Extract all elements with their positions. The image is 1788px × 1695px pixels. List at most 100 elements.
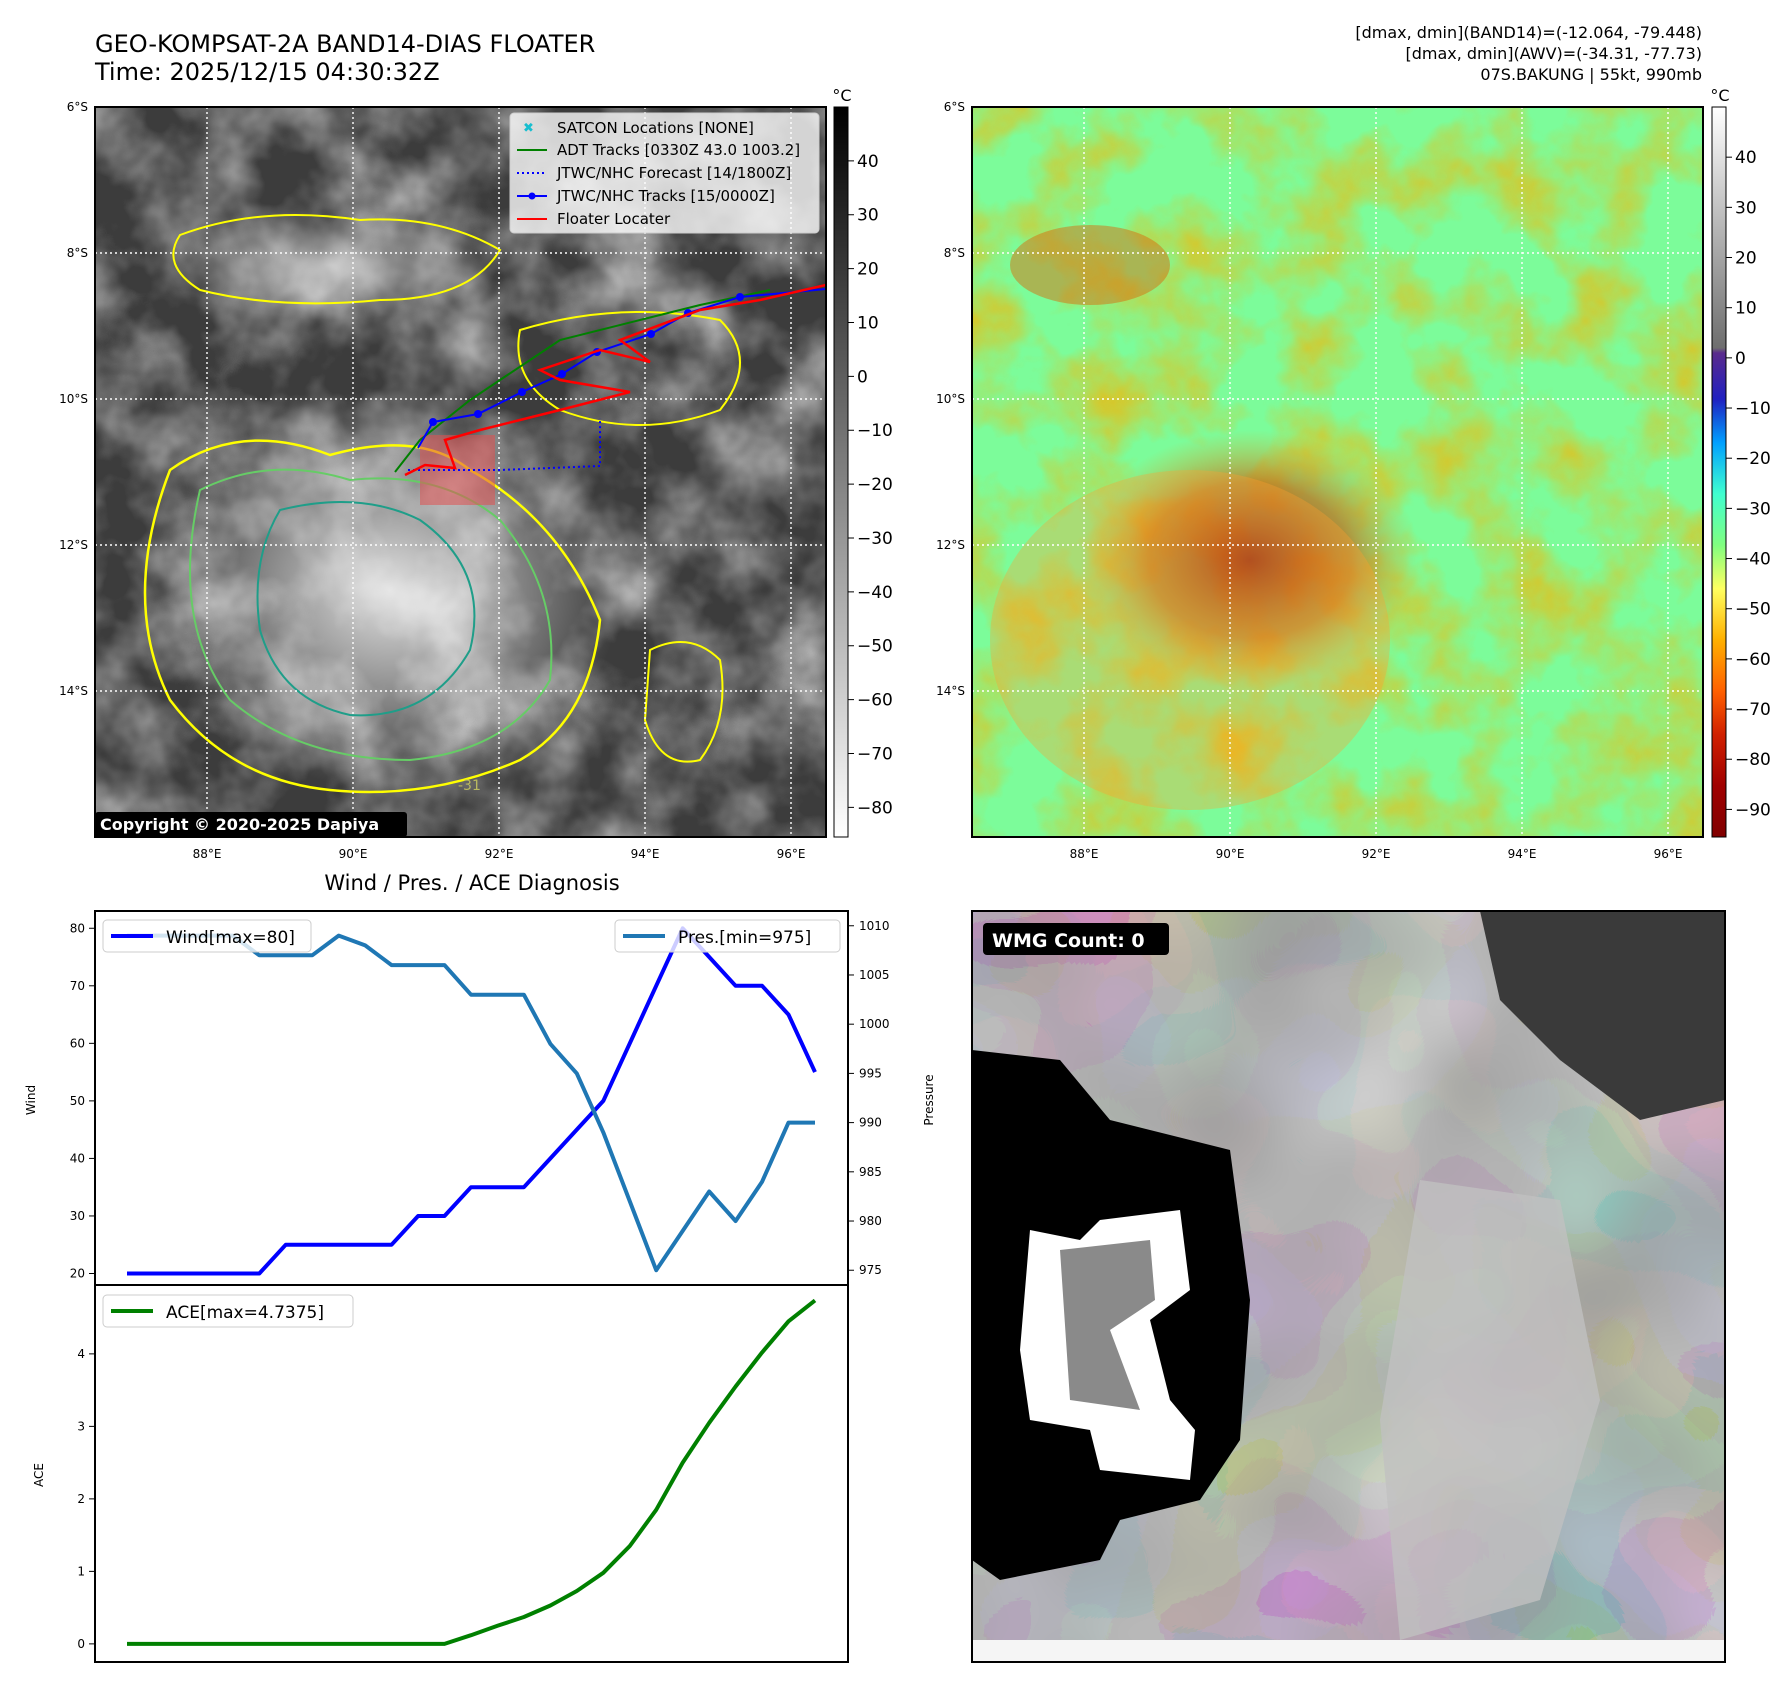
pressure-axis-label: Pressure bbox=[922, 1074, 936, 1125]
legend-tracks: JTWC/NHC Tracks [15/0000Z] bbox=[517, 187, 775, 205]
map1-lon-96e: 96°E bbox=[777, 847, 806, 861]
color-colorbar-tick-label-8: −40 bbox=[1735, 550, 1771, 570]
map1-lat-labels: 6°S 8°S 10°S 12°S 14°S bbox=[59, 100, 88, 698]
map2-lat-10s: 10°S bbox=[936, 392, 965, 406]
wind-left-ticks: 20 30 40 50 60 70 80 bbox=[70, 921, 95, 1280]
ace-tick-label-2: 2 bbox=[77, 1492, 85, 1506]
pressure-tick-label-1010: 1010 bbox=[859, 919, 890, 933]
color-colorbar-tick-label-3: 10 bbox=[1735, 299, 1757, 319]
map1-contour-e bbox=[643, 641, 724, 763]
legend-label-floater: Floater Locater bbox=[557, 210, 671, 228]
jtwc-track bbox=[417, 288, 826, 449]
satcon-marker: ✖ bbox=[523, 121, 534, 136]
color-colorbar-tick-label-6: −20 bbox=[1735, 449, 1771, 469]
map1-lon-94e: 94°E bbox=[631, 847, 660, 861]
legend-satcon: ✖ SATCON Locations [NONE] bbox=[523, 119, 754, 137]
color-colorbar-tick-label-0: 40 bbox=[1735, 148, 1757, 168]
wind-tick-label-30: 30 bbox=[70, 1209, 85, 1223]
map2-lat-12s: 12°S bbox=[936, 538, 965, 552]
gray-colorbar-tick-label-1: 30 bbox=[857, 206, 879, 226]
color-colorbar-tick-label-10: −60 bbox=[1735, 650, 1771, 670]
wind-pressure-chart: Wind / Pres. / ACE Diagnosis Wind Pressu… bbox=[24, 871, 936, 1286]
pressure-tick-label-1000: 1000 bbox=[859, 1017, 890, 1031]
gray-colorbar-tick-label-11: −70 bbox=[857, 744, 893, 764]
pressure-tick-label-1005: 1005 bbox=[859, 968, 890, 982]
gray-colorbar: °C 40 30 20 10 0 −10 −20 −30 −40 −50 −60 −70 −80 bbox=[832, 86, 893, 838]
color-colorbar-tick-label-2: 20 bbox=[1735, 249, 1757, 269]
color-colorbar-tick-label-13: −90 bbox=[1735, 800, 1771, 820]
gray-colorbar-tick-label-7: −30 bbox=[857, 529, 893, 549]
map1-contour-ne bbox=[517, 311, 741, 426]
pressure-legend-label: Pres.[min=975] bbox=[678, 928, 811, 948]
wind-plot-frame bbox=[94, 910, 849, 1286]
wmg-bottom-strip bbox=[972, 1640, 1725, 1662]
copyright-text: Copyright © 2020-2025 Dapiya bbox=[100, 815, 379, 834]
gray-colorbar-tick-label-6: −20 bbox=[857, 475, 893, 495]
pressure-tick-label-990: 990 bbox=[859, 1116, 882, 1130]
map1-contour-green bbox=[189, 468, 553, 762]
map1-contour-teal bbox=[256, 501, 476, 717]
map1-legend: ✖ SATCON Locations [NONE] ADT Tracks [03… bbox=[509, 112, 820, 234]
ace-tick-label-3: 3 bbox=[77, 1419, 85, 1433]
color-colorbar-ticks: 40 30 20 10 0 −10 −20 −30 −40 −50 −60 −70 −80 −90 bbox=[1726, 148, 1771, 820]
legend-floater: Floater Locater bbox=[517, 210, 671, 228]
map1-contour-label: -31 bbox=[458, 778, 481, 794]
gray-colorbar-tick-label-3: 10 bbox=[857, 313, 879, 333]
jtwc-track-points bbox=[429, 293, 744, 426]
color-colorbar-tick-label-9: −50 bbox=[1735, 600, 1771, 620]
map2-lat-labels: 6°S 8°S 10°S 12°S 14°S bbox=[936, 100, 965, 698]
gray-colorbar-tick-label-8: −40 bbox=[857, 583, 893, 603]
map2-cold-band bbox=[1010, 225, 1170, 305]
color-colorbar-tick-label-5: −10 bbox=[1735, 399, 1771, 419]
map1-lon-90e: 90°E bbox=[339, 847, 368, 861]
legend-label-forecast: JTWC/NHC Forecast [14/1800Z] bbox=[556, 164, 791, 182]
color-colorbar-unit: °C bbox=[1710, 86, 1729, 105]
pressure-legend: Pres.[min=975] bbox=[614, 919, 841, 953]
gray-colorbar-tick-label-0: 40 bbox=[857, 152, 879, 172]
wmg-panel: WMG Count: 0 bbox=[971, 910, 1726, 1663]
gray-colorbar-tick-label-5: −10 bbox=[857, 421, 893, 441]
wmg-imagery bbox=[972, 911, 1725, 1662]
wind-tick-label-70: 70 bbox=[70, 979, 85, 993]
wmg-gray-center bbox=[1060, 1240, 1155, 1410]
map1-lon-88e: 88°E bbox=[193, 847, 222, 861]
wind-legend: Wind[max=80] bbox=[102, 919, 312, 953]
ace-legend: ACE[max=4.7375] bbox=[102, 1294, 354, 1328]
map1-lon-92e: 92°E bbox=[485, 847, 514, 861]
floater-locater-track bbox=[404, 283, 826, 477]
ir-color-map: 6°S 8°S 10°S 12°S 14°S 88°E 90°E 92°E 94… bbox=[936, 86, 1771, 861]
map2-lon-94e: 94°E bbox=[1508, 847, 1537, 861]
map1-lat-12s: 12°S bbox=[59, 538, 88, 552]
legend-adt: ADT Tracks [0330Z 43.0 1003.2] bbox=[517, 141, 800, 159]
ace-tick-label-0: 0 bbox=[77, 1637, 85, 1651]
legend-label-satcon: SATCON Locations [NONE] bbox=[557, 119, 754, 137]
gray-colorbar-tick-label-4: 0 bbox=[857, 367, 868, 387]
ace-chart: ACE 0 1 2 3 4 ACE[max=4.7375] bbox=[32, 1284, 849, 1663]
wmg-dark-band bbox=[1480, 911, 1725, 1120]
pressure-tick-label-995: 995 bbox=[859, 1066, 882, 1080]
adt-track bbox=[394, 289, 771, 473]
legend-label-adt: ADT Tracks [0330Z 43.0 1003.2] bbox=[557, 141, 800, 159]
floater-box bbox=[420, 435, 495, 505]
ace-legend-label: ACE[max=4.7375] bbox=[166, 1303, 324, 1323]
pressure-tick-label-980: 980 bbox=[859, 1214, 882, 1228]
color-colorbar: °C 40 30 20 10 0 −10 −20 −30 −40 −50 −60 −70 −80 −90 bbox=[1710, 86, 1771, 838]
wmg-light-band bbox=[1380, 1180, 1600, 1640]
ir-grayscale-map: -31 bbox=[59, 86, 893, 861]
map2-gridlines bbox=[972, 107, 1703, 837]
wind-tick-label-50: 50 bbox=[70, 1094, 85, 1108]
wind-legend-box bbox=[102, 919, 312, 953]
map2-lon-88e: 88°E bbox=[1070, 847, 1099, 861]
map2-cold-core bbox=[1080, 430, 1420, 690]
map2-lon-96e: 96°E bbox=[1654, 847, 1683, 861]
gray-colorbar-ticks: 40 30 20 10 0 −10 −20 −30 −40 −50 −60 −70 −80 bbox=[848, 152, 893, 818]
info-storm: 07S.BAKUNG | 55kt, 990mb bbox=[1480, 65, 1702, 84]
figure-title: GEO-KOMPSAT-2A BAND14-DIAS FLOATER bbox=[95, 30, 595, 58]
map1-lat-14s: 14°S bbox=[59, 684, 88, 698]
wmg-count-box bbox=[983, 923, 1169, 955]
color-colorbar-tick-label-12: −80 bbox=[1735, 750, 1771, 770]
map1-frame bbox=[94, 106, 827, 838]
map1-cloud-mass bbox=[160, 390, 620, 790]
map1-contour-yellow bbox=[143, 439, 602, 794]
gray-colorbar-tick-label-10: −60 bbox=[857, 691, 893, 711]
